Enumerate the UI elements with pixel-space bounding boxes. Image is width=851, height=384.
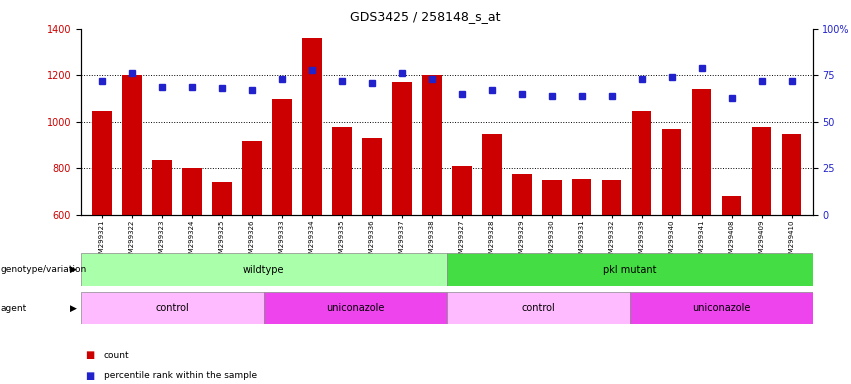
Bar — [182, 169, 202, 355]
Bar — [662, 129, 682, 355]
Bar — [81, 292, 264, 324]
Text: uniconazole: uniconazole — [692, 303, 751, 313]
Bar — [332, 127, 351, 355]
Bar — [447, 253, 813, 286]
Text: control: control — [522, 303, 555, 313]
Bar — [422, 75, 442, 355]
Bar — [122, 75, 141, 355]
Bar — [542, 180, 562, 355]
Text: ■: ■ — [85, 350, 94, 360]
Text: genotype/variation: genotype/variation — [1, 265, 87, 274]
Bar — [782, 134, 802, 355]
Text: count: count — [104, 351, 129, 360]
Bar — [722, 197, 741, 355]
Bar — [452, 166, 471, 355]
Text: ▶: ▶ — [70, 265, 77, 274]
Bar — [482, 134, 501, 355]
Bar — [572, 179, 591, 355]
Bar — [392, 82, 412, 355]
Bar — [302, 38, 322, 355]
Bar — [92, 111, 111, 355]
Text: wildtype: wildtype — [243, 265, 284, 275]
Bar — [602, 180, 621, 355]
Bar — [81, 253, 447, 286]
Text: pkl mutant: pkl mutant — [603, 265, 656, 275]
Text: agent: agent — [1, 304, 27, 313]
Text: ■: ■ — [85, 371, 94, 381]
Bar — [692, 89, 711, 355]
Bar — [152, 161, 172, 355]
Text: GDS3425 / 258148_s_at: GDS3425 / 258148_s_at — [351, 10, 500, 23]
Bar — [512, 174, 532, 355]
Bar — [752, 127, 772, 355]
Bar — [212, 182, 231, 355]
Bar — [362, 138, 381, 355]
Text: percentile rank within the sample: percentile rank within the sample — [104, 371, 257, 380]
Bar — [630, 292, 813, 324]
Text: uniconazole: uniconazole — [326, 303, 385, 313]
Bar — [272, 99, 292, 355]
Bar — [242, 141, 261, 355]
Text: ▶: ▶ — [70, 304, 77, 313]
Bar — [264, 292, 447, 324]
Bar — [447, 292, 630, 324]
Bar — [632, 111, 652, 355]
Text: control: control — [156, 303, 189, 313]
